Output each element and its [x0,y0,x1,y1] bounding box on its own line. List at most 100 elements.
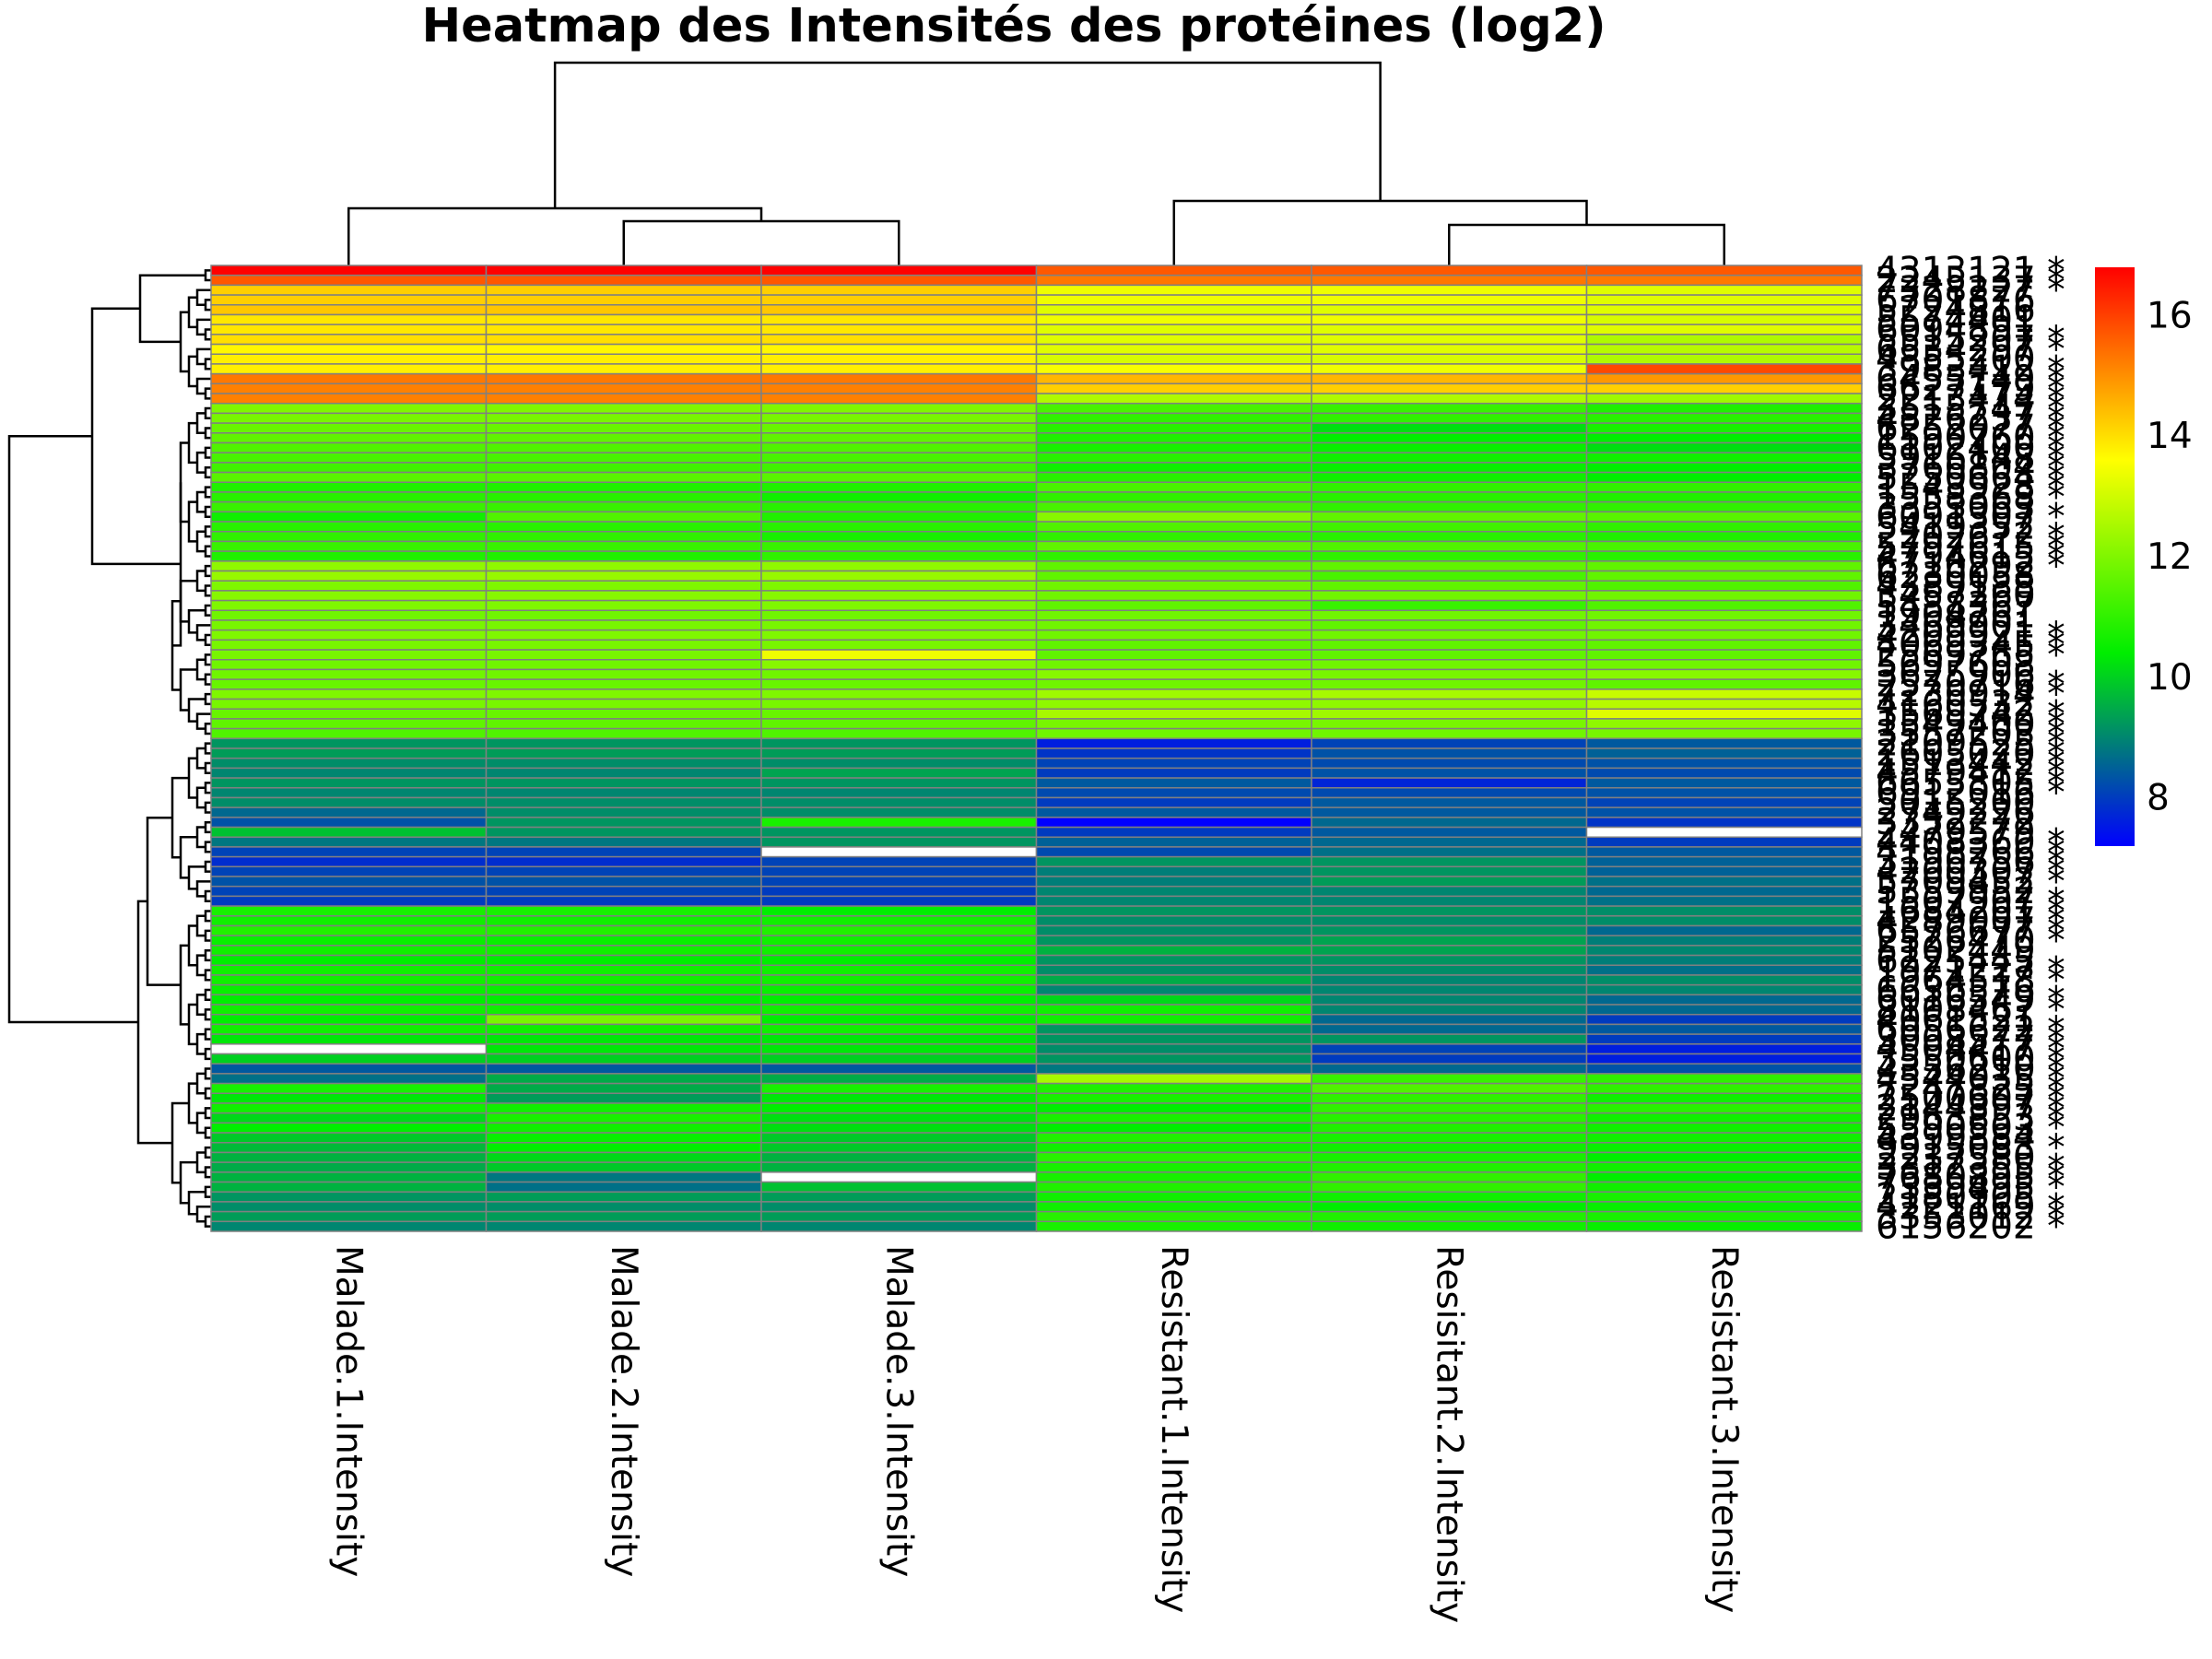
heatmap-cell [485,915,762,927]
heatmap-cell [1311,1181,1588,1193]
column-label: Resistant.3.Intensity [1703,1245,1745,1613]
dendrogram-branch [187,1082,197,1124]
heatmap-cell [1035,1181,1312,1193]
heatmap-cell [210,915,488,927]
heatmap-cell [210,659,488,671]
heatmap-cell [485,500,762,513]
heatmap-cell [210,747,488,759]
dendrogram-branch [195,994,206,1016]
heatmap-cell [1585,954,1863,967]
heatmap-cell [485,1151,762,1163]
heatmap-cell [1035,1053,1312,1065]
heatmap-cell [760,964,1038,976]
heatmap-cell [1035,629,1312,641]
heatmap-cell [1585,1112,1863,1124]
heatmap-cell [485,619,762,631]
heatmap-cell [1035,1023,1312,1035]
heatmap-cell [210,353,488,365]
heatmap-cell [1035,836,1312,848]
heatmap-cell [760,402,1038,415]
heatmap-cell [1035,481,1312,493]
heatmap-cell [485,649,762,661]
heatmap-cell [760,1132,1038,1144]
heatmap-cell [210,1013,488,1026]
heatmap-cell [210,284,488,296]
heatmap-cell [1311,550,1588,562]
heatmap-cell [1035,1043,1312,1055]
heatmap-cell [210,668,488,680]
dendrogram-branch [195,451,206,474]
heatmap-cell [1585,274,1863,287]
heatmap-cell [1035,876,1312,888]
heatmap-cell [210,678,488,690]
row-label: 6710292 * [1876,546,2065,587]
heatmap-cell [1585,767,1863,779]
heatmap-cell [1311,530,1588,543]
heatmap-cell [485,678,762,690]
dendrogram-branch [195,570,206,593]
heatmap-cell [1311,1033,1588,1045]
heatmap-cell [1311,1082,1588,1095]
heatmap-cell [1311,1161,1588,1173]
heatmap-cell [1311,570,1588,582]
column-label: Malade.3.Intensity [877,1245,919,1577]
heatmap-cell [760,698,1038,710]
heatmap-cell [210,983,488,996]
heatmap-cell [760,599,1038,612]
heatmap-cell [1035,688,1312,700]
heatmap-cell [210,1063,488,1075]
heatmap-cell [1585,855,1863,868]
row-label: 1964518 * [1876,959,2065,1001]
heatmap-cell [1585,491,1863,503]
heatmap-cell [1311,511,1588,523]
heatmap-cell [1311,1132,1588,1144]
heatmap-cell [210,945,488,957]
dendrogram-branch [146,816,181,986]
heatmap-cell [1585,668,1863,680]
heatmap-cell [1311,757,1588,770]
heatmap-cell [1311,1122,1588,1134]
heatmap-cell [1035,452,1312,464]
heatmap-cell [760,974,1038,986]
heatmap-cell [1311,1023,1588,1035]
heatmap-cell [1585,796,1863,808]
heatmap-cell [1311,1220,1588,1232]
heatmap-cell [760,855,1038,868]
heatmap-cell [1035,806,1312,818]
row-label: 1971227 * [1876,950,2065,992]
heatmap-cell [1585,550,1863,562]
heatmap-cell [1311,1092,1588,1104]
heatmap-cell [485,1210,762,1223]
heatmap-cell [1311,639,1588,651]
heatmap-cell [485,590,762,602]
heatmap-cell [210,698,488,710]
heatmap-cell [210,265,488,276]
heatmap-cell [1035,945,1312,957]
heatmap-cell [1035,1151,1312,1163]
heatmap-cell [1311,343,1588,355]
heatmap-cell [1311,590,1588,602]
row-label: 4399884 [1876,1117,2036,1159]
heatmap-cell [760,983,1038,996]
row-label: 1684201 * [1876,890,2065,932]
heatmap-cell [485,1082,762,1095]
heatmap-cell [485,530,762,543]
row-label: 5015200 [1876,782,2036,824]
heatmap-cell [760,737,1038,749]
heatmap-cell [1585,422,1863,434]
heatmap-cell [1311,1073,1588,1085]
heatmap-cell [210,708,488,720]
heatmap-cell [1585,708,1863,720]
heatmap-cell [760,1161,1038,1173]
heatmap-cell [1311,767,1588,779]
heatmap-cell [1035,649,1312,661]
heatmap-cell [210,432,488,444]
heatmap-cell [760,1191,1038,1203]
row-label: 4198266 * [1876,831,2065,873]
dendrogram-branch [187,1003,197,1046]
heatmap-cell [485,796,762,808]
heatmap-cell [1311,294,1588,306]
row-label: 2605020 * [1876,733,2065,774]
heatmap-cell [1585,983,1863,996]
heatmap-cell [1035,1171,1312,1183]
